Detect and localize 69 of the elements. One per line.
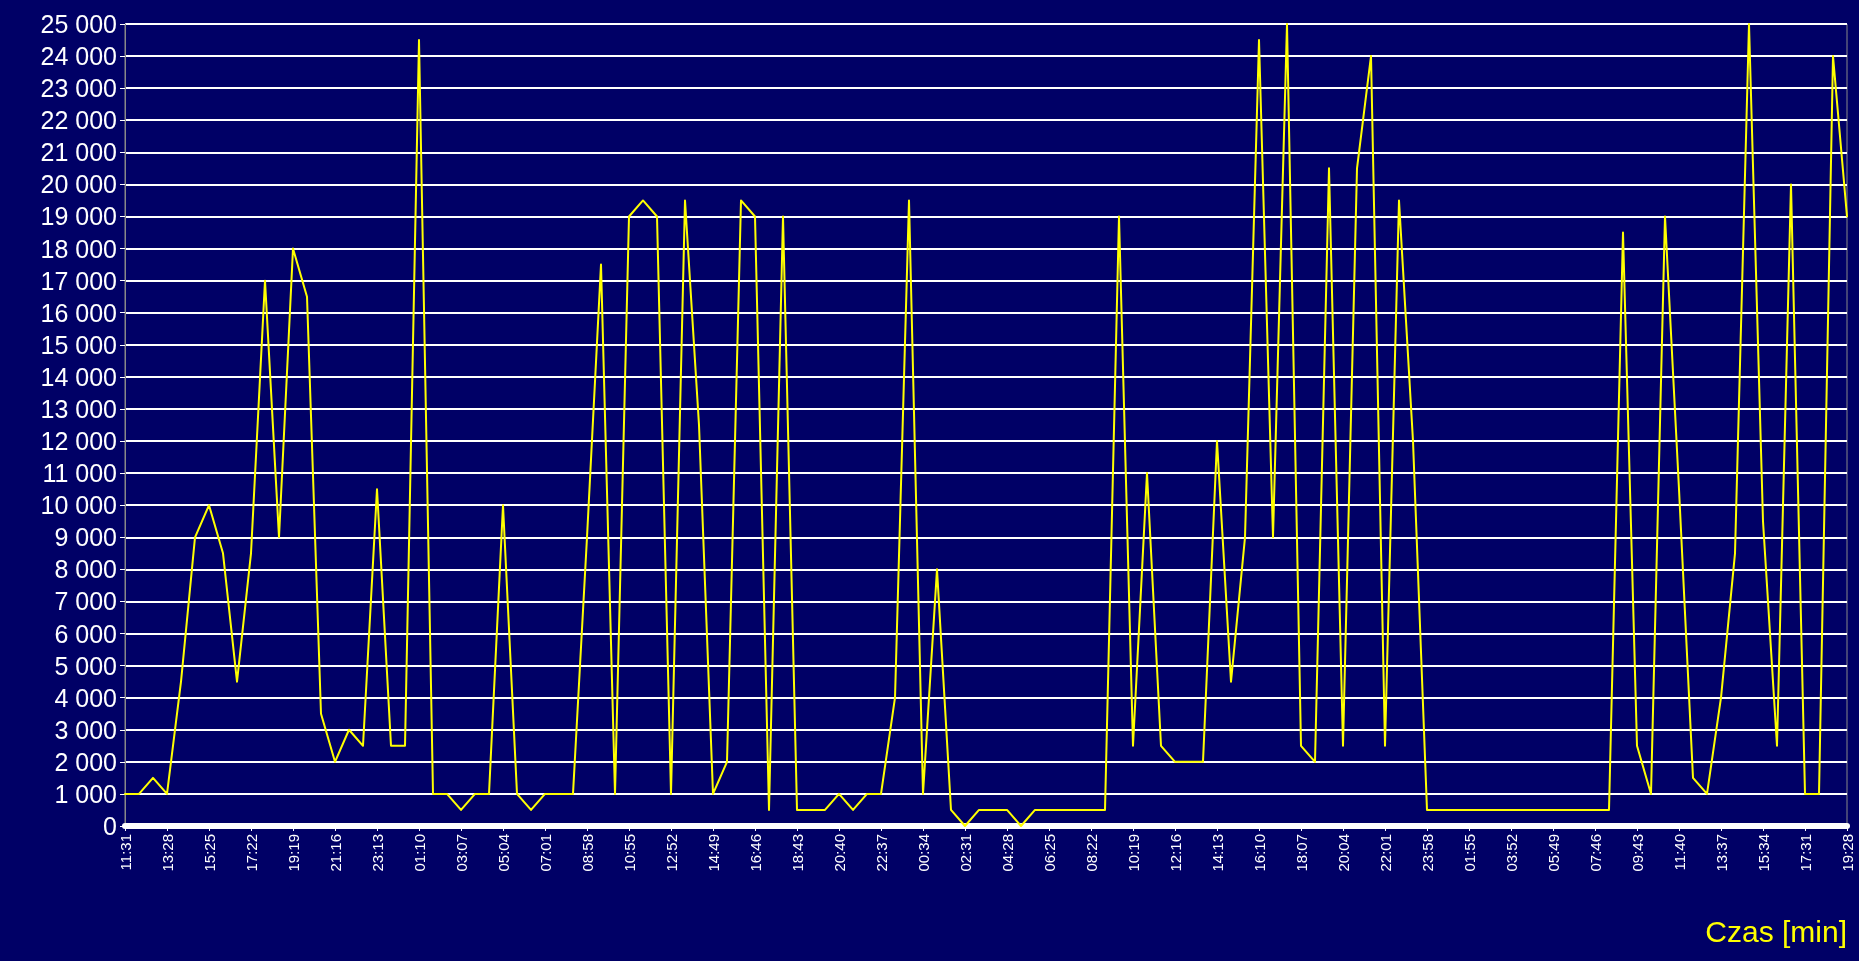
x-tick-label: 14:13 — [1208, 834, 1226, 872]
y-tick-label: 20 000 — [40, 170, 117, 199]
x-axis-title: Czas [min] — [1705, 914, 1847, 948]
y-tick-label: 17 000 — [40, 266, 117, 295]
y-tick-label: 8 000 — [54, 555, 117, 584]
x-tick-label: 18:43 — [788, 834, 806, 872]
y-tick-label: 24 000 — [40, 42, 117, 71]
x-tick-label: 02:31 — [956, 834, 974, 872]
y-tick-label: 21 000 — [40, 138, 117, 167]
x-tick-label: 23:58 — [1418, 834, 1436, 872]
x-tick-label: 18:07 — [1292, 834, 1310, 872]
x-tick-label: 06:25 — [1040, 834, 1058, 872]
y-tick-label: 6 000 — [54, 619, 117, 648]
y-tick-label: 4 000 — [54, 683, 117, 712]
y-tick-label: 25 000 — [40, 10, 117, 38]
y-tick-label: 14 000 — [40, 362, 117, 391]
x-tick-label: 10:19 — [1124, 834, 1142, 872]
x-tick-label: 15:34 — [1754, 834, 1772, 872]
y-tick-label: 16 000 — [40, 298, 117, 327]
x-tick-label: 05:49 — [1544, 834, 1562, 872]
x-tick-label: 20:04 — [1334, 834, 1352, 872]
x-tick-label: 11:31 — [116, 834, 134, 871]
x-tick-label: 01:55 — [1460, 834, 1478, 872]
x-tick-label: 00:34 — [914, 834, 932, 872]
y-tick-label: 2 000 — [54, 747, 117, 776]
x-tick-label: 15:25 — [200, 834, 218, 872]
x-tick-label: 09:43 — [1628, 834, 1646, 872]
x-tick-label: 19:28 — [1838, 834, 1856, 872]
y-tick-label: 12 000 — [40, 427, 117, 456]
y-tick-label: 18 000 — [40, 234, 117, 263]
x-tick-label: 19:19 — [284, 834, 302, 872]
x-tick-label: 03:52 — [1502, 834, 1520, 872]
x-tick-label: 01:10 — [410, 834, 428, 872]
x-tick-label: 20:40 — [830, 834, 848, 872]
x-tick-label: 08:22 — [1082, 834, 1100, 872]
x-tick-label: 23:13 — [368, 834, 386, 872]
x-tick-label: 21:16 — [326, 834, 344, 872]
y-tick-label: 13 000 — [40, 394, 117, 423]
x-tick-label: 12:52 — [662, 834, 680, 872]
x-tick-label: 07:01 — [536, 834, 554, 872]
x-tick-label: 22:01 — [1376, 834, 1394, 872]
x-tick-label: 14:49 — [704, 834, 722, 872]
x-tick-label: 07:46 — [1586, 834, 1604, 872]
y-tick-label: 3 000 — [54, 715, 117, 744]
y-tick-label: 0 — [103, 812, 117, 840]
x-tick-label: 03:07 — [452, 834, 470, 872]
x-tick-label: 16:10 — [1250, 834, 1268, 872]
x-tick-label: 08:58 — [578, 834, 596, 872]
x-tick-label: 13:37 — [1712, 834, 1730, 872]
x-tick-label: 11:40 — [1670, 834, 1688, 871]
y-tick-label: 11 000 — [42, 459, 117, 488]
y-tick-label: 22 000 — [40, 106, 117, 135]
x-tick-label: 17:31 — [1796, 834, 1814, 872]
y-tick-label: 5 000 — [54, 651, 117, 680]
y-tick-label: 10 000 — [40, 491, 117, 520]
x-tick-label: 16:46 — [746, 834, 764, 872]
y-tick-label: 7 000 — [54, 587, 117, 616]
x-tick-label: 13:28 — [158, 834, 176, 872]
y-tick-label: 23 000 — [40, 74, 117, 103]
y-tick-label: 19 000 — [40, 202, 117, 231]
y-tick-label: 9 000 — [54, 523, 117, 552]
x-tick-label: 10:55 — [620, 834, 638, 872]
x-tick-label: 04:28 — [998, 834, 1016, 872]
y-tick-label: 15 000 — [40, 330, 117, 359]
y-tick-label: 1 000 — [54, 779, 117, 808]
x-tick-label: 17:22 — [242, 834, 260, 872]
x-tick-label: 05:04 — [494, 834, 512, 872]
x-tick-label: 22:37 — [872, 834, 890, 872]
x-tick-label: 12:16 — [1166, 834, 1184, 872]
